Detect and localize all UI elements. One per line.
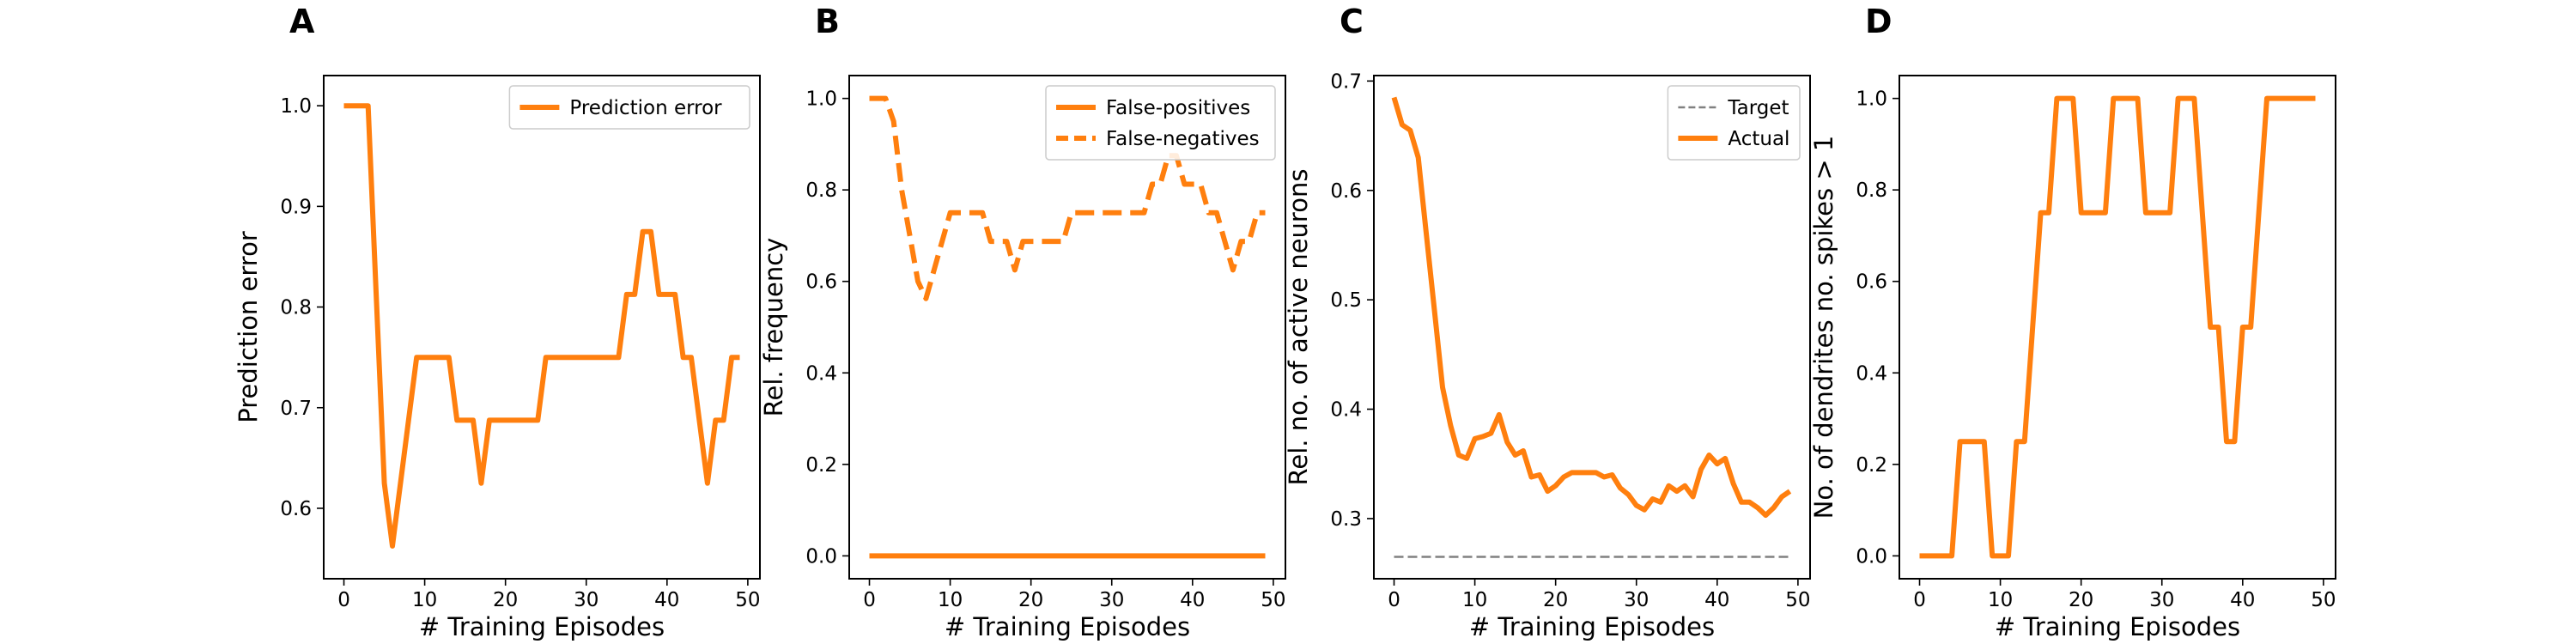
y-tick-label: 0.6 <box>1856 271 1887 294</box>
series-line-1 <box>869 95 1266 301</box>
x-tick-label: 0 <box>1913 589 1926 611</box>
y-axis-label: No. of dendrites no. spikes > 1 <box>1809 136 1838 519</box>
y-tick-label: 0.2 <box>805 454 837 477</box>
panel-d: D 0 10 20 30 40 50 0.0 0.2 0.4 0.6 0.8 1.0 # Training… <box>1809 3 2336 641</box>
y-tick-label: 1.0 <box>805 88 837 111</box>
x-tick-label: 0 <box>337 589 350 611</box>
x-tick-label: 10 <box>1462 589 1487 611</box>
x-tick-label: 20 <box>2069 589 2093 611</box>
x-tick-label: 0 <box>1388 589 1400 611</box>
y-tick-label: 0.5 <box>1330 289 1362 312</box>
legend-box <box>508 85 750 130</box>
y-tick-label: 0.6 <box>805 271 837 294</box>
x-axis-label: # Training Episodes <box>945 612 1190 641</box>
x-tick-label: 20 <box>1543 589 1568 611</box>
legend-entry-0: False-positives <box>1106 97 1250 119</box>
series-line-1 <box>1391 96 1792 519</box>
y-tick-label: 0.8 <box>1856 179 1887 202</box>
y-tick-label: 0.4 <box>1330 399 1362 422</box>
y-tick-label: 0.8 <box>280 297 312 319</box>
x-tick-label: 50 <box>1261 589 1285 611</box>
x-tick-label: 20 <box>1018 589 1043 611</box>
legend: Prediction error <box>508 85 750 130</box>
y-tick-label: 0.0 <box>805 545 837 568</box>
y-tick-label: 0.2 <box>1856 454 1887 477</box>
x-tick-label: 50 <box>735 589 760 611</box>
panel-c: C 0 10 20 30 40 50 0.3 0.4 0.5 0.6 0.7 # Training Ep… <box>1284 3 1811 641</box>
x-axis-label: # Training Episodes <box>1469 612 1715 641</box>
y-tick-label: 0.4 <box>805 362 837 385</box>
y-tick-label: 0.7 <box>280 398 312 420</box>
legend: False-positives False-negatives <box>1045 85 1276 161</box>
x-tick-label: 10 <box>412 589 437 611</box>
x-tick-label: 40 <box>1704 589 1729 611</box>
legend-entry-1: False-negatives <box>1106 128 1260 150</box>
legend-entry-0: Prediction error <box>569 97 722 119</box>
y-tick-label: 0.7 <box>1330 70 1362 93</box>
panel-label: C <box>1340 3 1364 40</box>
x-tick-label: 0 <box>863 589 876 611</box>
panel-label: B <box>815 3 840 40</box>
x-tick-label: 30 <box>574 589 598 611</box>
series-line-0 <box>343 103 740 549</box>
x-tick-label: 10 <box>938 589 963 611</box>
x-axis-label: # Training Episodes <box>1995 612 2240 641</box>
y-tick-label: 0.4 <box>1856 362 1887 385</box>
panel-b: B 0 10 20 30 40 50 0.0 0.2 0.4 0.6 0.8 1.0 # Training… <box>759 3 1286 641</box>
x-tick-label: 50 <box>2311 589 2336 611</box>
y-tick-label: 0.8 <box>805 179 837 202</box>
x-tick-label: 30 <box>2149 589 2174 611</box>
x-tick-label: 10 <box>1988 589 2013 611</box>
x-tick-label: 30 <box>1099 589 1124 611</box>
x-tick-label: 50 <box>1785 589 1810 611</box>
legend: Target Actual <box>1667 85 1801 161</box>
y-axis-label: Rel. frequency <box>759 238 788 417</box>
plot-frame <box>1899 75 2336 580</box>
y-axis-label: Rel. no. of active neurons <box>1284 169 1313 486</box>
y-tick-label: 1.0 <box>1856 88 1887 111</box>
x-tick-label: 30 <box>1624 589 1649 611</box>
series-line-0 <box>1919 95 2316 559</box>
legend-box <box>1045 85 1276 161</box>
legend-box <box>1667 85 1801 161</box>
x-tick-label: 40 <box>1180 589 1205 611</box>
y-tick-label: 1.0 <box>280 95 312 118</box>
y-tick-label: 0.3 <box>1330 508 1362 531</box>
plot-frame <box>848 75 1286 580</box>
y-tick-label: 0.6 <box>1330 180 1362 203</box>
x-tick-label: 40 <box>654 589 679 611</box>
x-tick-label: 40 <box>2230 589 2255 611</box>
panel-a: A 0 10 20 30 40 50 0.6 0.7 0.8 0.9 1.0 # Training Ep… <box>234 3 761 641</box>
x-axis-label: # Training Episodes <box>419 612 665 641</box>
legend-entry-1: Actual <box>1728 128 1789 150</box>
panel-label: A <box>289 3 315 40</box>
plot-frame <box>323 75 761 580</box>
panel-label: D <box>1865 3 1893 40</box>
y-axis-label: Prediction error <box>234 231 263 423</box>
y-tick-label: 0.6 <box>280 498 312 520</box>
y-tick-label: 0.9 <box>280 196 312 218</box>
y-tick-label: 0.0 <box>1856 545 1887 568</box>
legend-entry-0: Target <box>1727 97 1789 119</box>
plot-frame <box>1373 75 1811 580</box>
x-tick-label: 20 <box>493 589 518 611</box>
